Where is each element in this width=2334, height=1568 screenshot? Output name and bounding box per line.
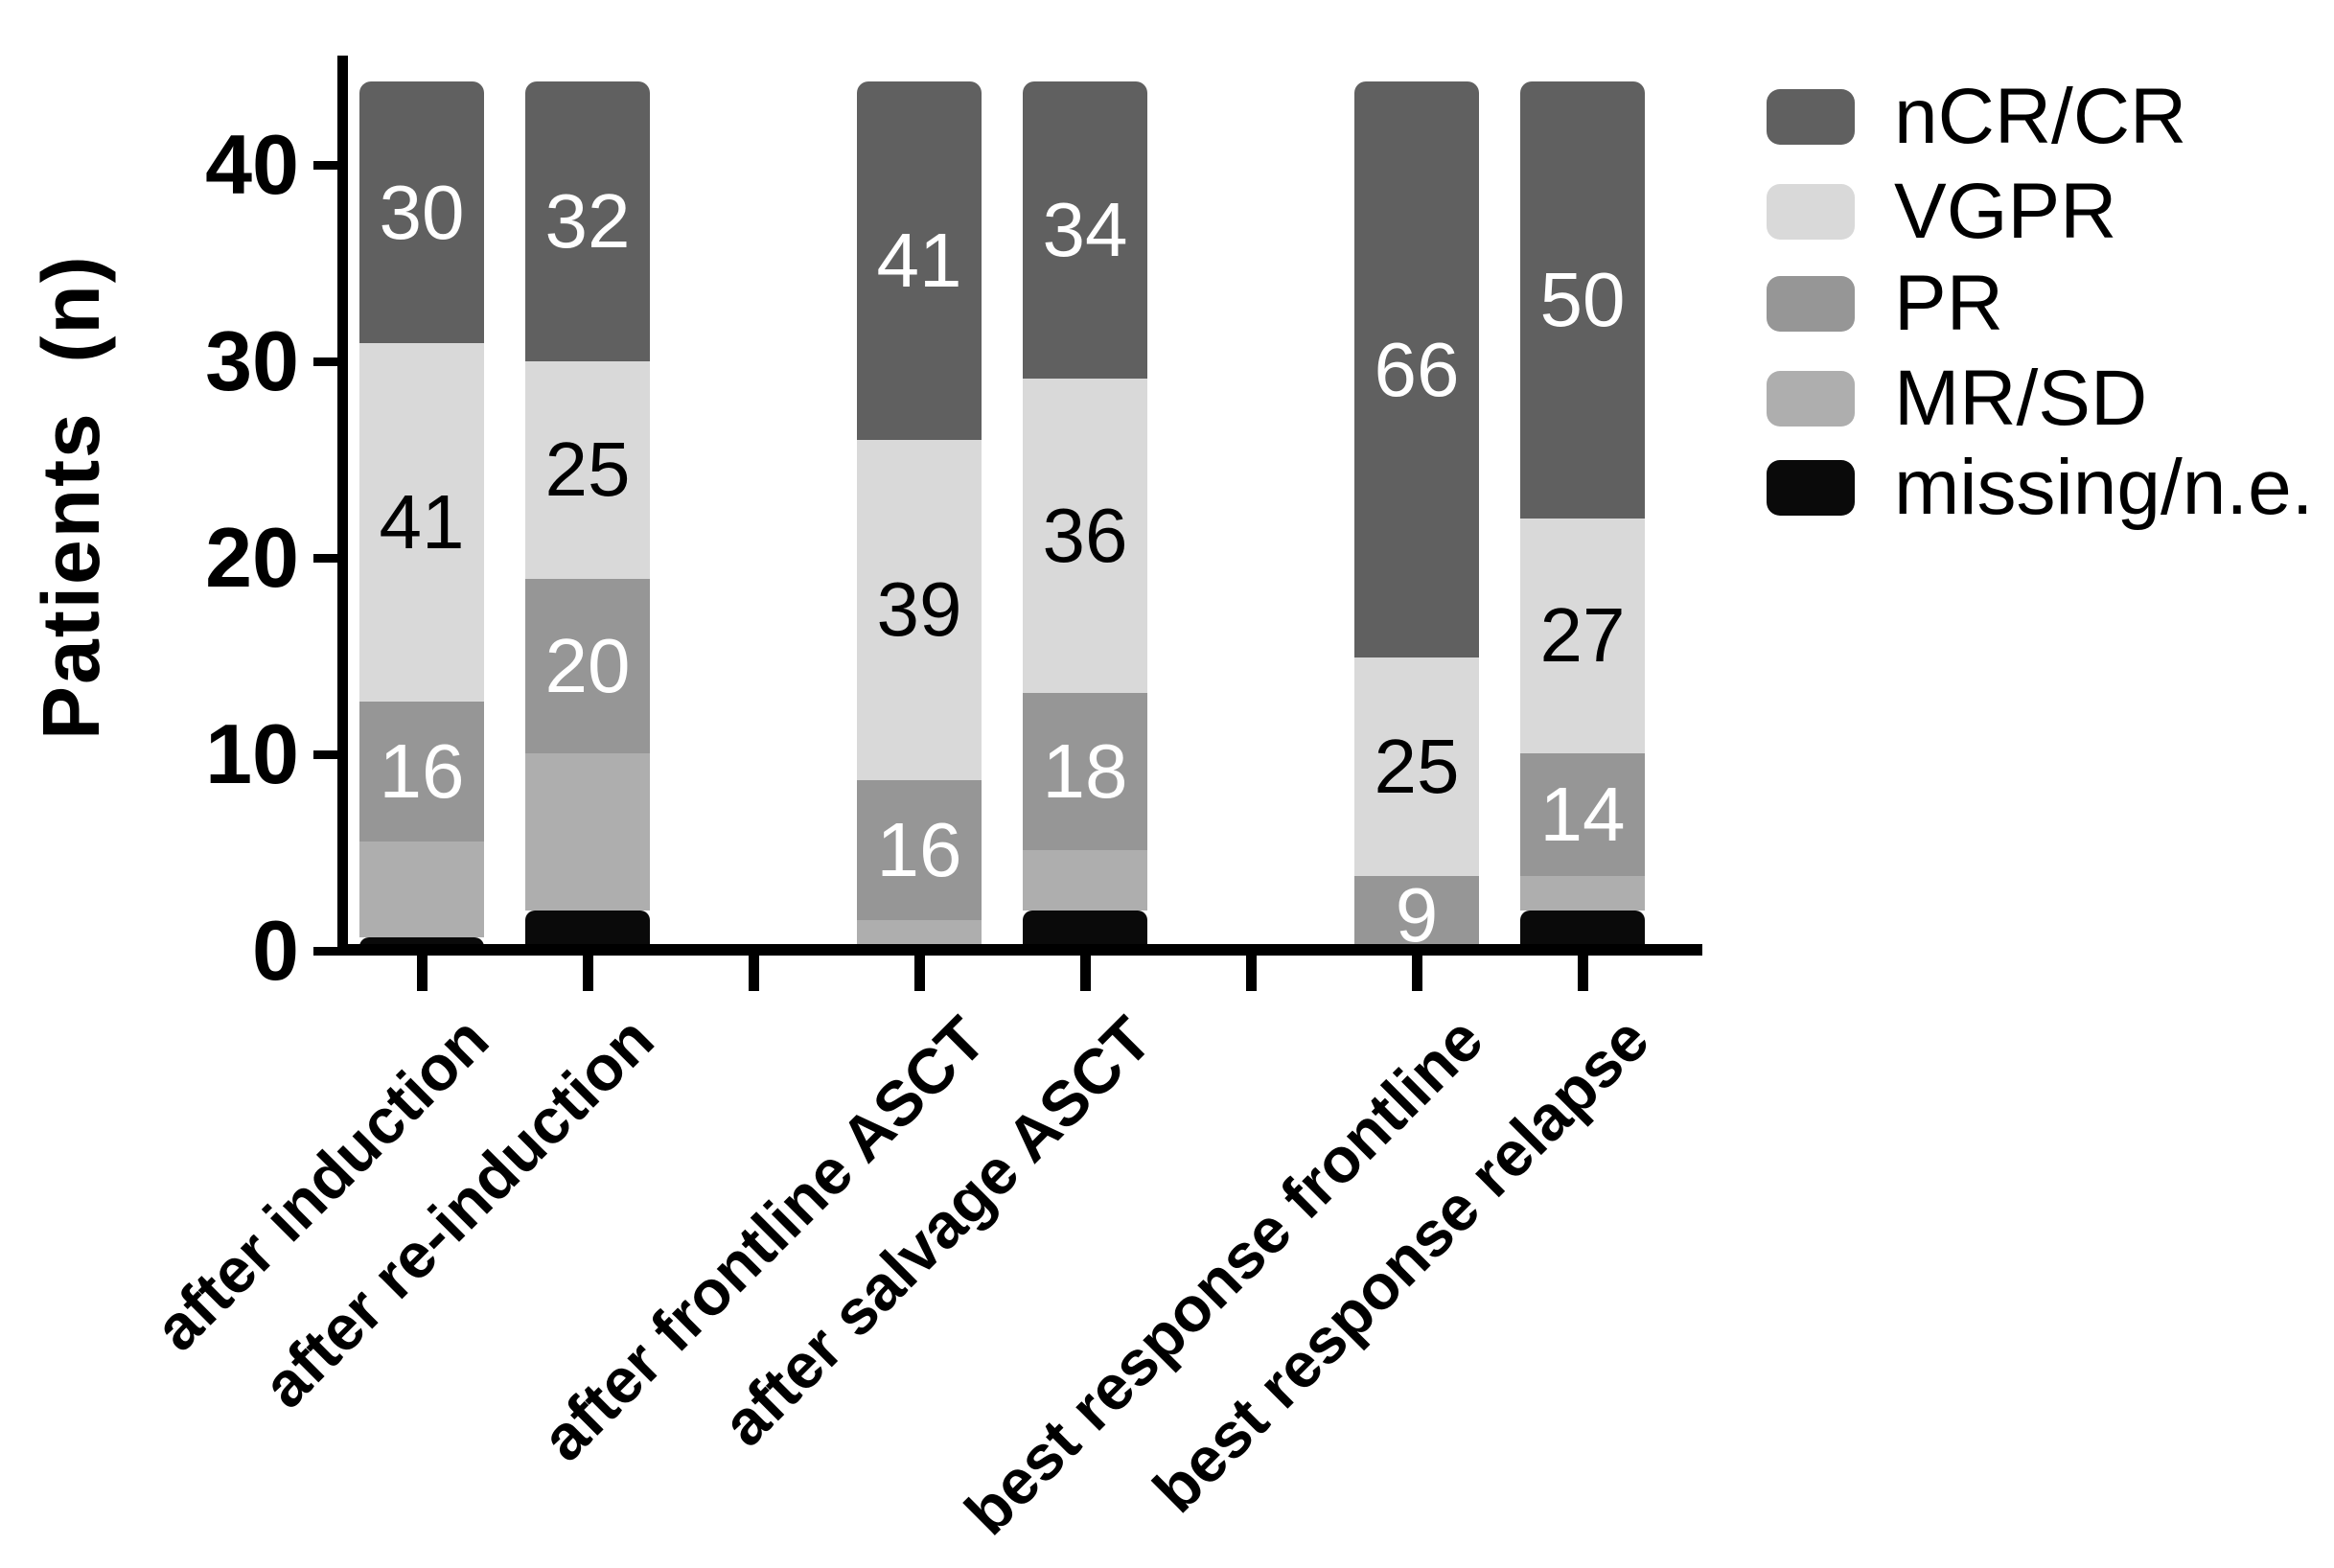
- bar-value-label: 9: [1395, 871, 1439, 955]
- bar-after-frontline-asct: 41 39 16: [857, 81, 982, 955]
- legend-swatch-mr-sd: [1767, 371, 1855, 427]
- bar-segment-ncr-cr: 50: [1520, 81, 1645, 519]
- x-tick-mark: [1246, 955, 1257, 991]
- bar-segment-mr-sd: [359, 841, 484, 937]
- bar-segment-ncr-cr: 66: [1354, 81, 1479, 658]
- bar-value-label: 27: [1539, 592, 1626, 679]
- bar-segment-ncr-cr: 34: [1023, 81, 1147, 379]
- y-tick-label: 30: [205, 313, 299, 408]
- bar-after-induction: 30 41 16: [359, 81, 484, 955]
- x-axis-line: [337, 944, 1702, 956]
- bar-best-response-frontline: 66 25 9: [1354, 81, 1479, 955]
- legend-label-pr: PR: [1894, 260, 2003, 347]
- bar-segment-pr: 9: [1354, 876, 1479, 955]
- y-tick-label: 0: [252, 903, 299, 998]
- x-tick-mark: [417, 955, 428, 991]
- x-tick-mark: [583, 955, 593, 991]
- legend-label-mr-sd: MR/SD: [1894, 355, 2148, 442]
- x-tick-mark: [1578, 955, 1588, 991]
- y-tick-label: 20: [205, 510, 299, 605]
- bar-after-re-induction: 32 25 20: [525, 81, 650, 955]
- y-axis-line: [337, 56, 348, 955]
- bar-segment-pr: 18: [1023, 692, 1147, 850]
- bar-segment-vgpr: 27: [1520, 518, 1645, 754]
- bar-value-label: 39: [876, 566, 962, 653]
- bar-segment-ncr-cr: 41: [857, 81, 982, 440]
- bar-segment-mr-sd: [1520, 876, 1645, 911]
- bar-segment-ncr-cr: 32: [525, 81, 650, 361]
- y-tick-mark: [313, 750, 338, 759]
- bar-value-label: 30: [379, 169, 465, 255]
- x-tick-mark: [914, 955, 925, 991]
- bar-after-salvage-asct: 34 36 18: [1023, 81, 1147, 955]
- bar-segment-vgpr: 25: [525, 360, 650, 580]
- legend-swatch-pr: [1767, 276, 1855, 332]
- bar-value-label: 36: [1042, 492, 1128, 578]
- y-tick-label: 10: [205, 706, 299, 801]
- bar-segment-vgpr: 39: [857, 439, 982, 780]
- bar-value-label: 25: [1374, 724, 1460, 810]
- bar-value-label: 16: [379, 727, 465, 814]
- y-tick-mark: [313, 554, 338, 563]
- y-tick-label: 40: [205, 117, 299, 212]
- bar-segment-vgpr: 41: [359, 343, 484, 702]
- bar-segment-ncr-cr: 30: [359, 81, 484, 344]
- legend-label-ncr-cr: nCR/CR: [1894, 73, 2187, 160]
- bar-segment-vgpr: 25: [1354, 657, 1479, 876]
- x-tick-mark: [1412, 955, 1422, 991]
- bar-value-label: 16: [876, 806, 962, 892]
- legend-label-vgpr: VGPR: [1894, 168, 2117, 255]
- bar-value-label: 66: [1374, 326, 1460, 412]
- y-tick-mark: [313, 161, 338, 170]
- legend-label-missing-n-e-: missing/n.e.: [1894, 444, 2314, 531]
- bar-segment-pr: 16: [857, 779, 982, 920]
- bar-segment-vgpr: 36: [1023, 378, 1147, 693]
- y-tick-mark: [313, 947, 338, 956]
- bar-best-response-relapse: 50 27 14: [1520, 81, 1645, 955]
- bar-value-label: 18: [1042, 727, 1128, 814]
- bar-value-label: 34: [1042, 186, 1128, 272]
- bar-value-label: 32: [544, 177, 631, 264]
- bar-value-label: 50: [1539, 256, 1626, 342]
- legend-swatch-ncr-cr: [1767, 89, 1855, 145]
- bar-value-label: 41: [379, 479, 465, 565]
- bar-segment-mr-sd: [1023, 849, 1147, 911]
- bar-value-label: 25: [544, 427, 631, 513]
- bar-value-label: 41: [876, 217, 962, 303]
- bar-segment-mr-sd: [525, 753, 650, 911]
- bar-segment-pr: 20: [525, 579, 650, 754]
- bar-segment-pr: 14: [1520, 753, 1645, 876]
- y-tick-mark: [313, 357, 338, 366]
- x-tick-mark: [1080, 955, 1091, 991]
- bar-segment-pr: 16: [359, 701, 484, 842]
- legend-swatch-missing-n-e-: [1767, 460, 1855, 516]
- legend-swatch-vgpr: [1767, 184, 1855, 240]
- bar-value-label: 20: [544, 623, 631, 709]
- x-tick-mark: [749, 955, 759, 991]
- bar-value-label: 14: [1539, 772, 1626, 858]
